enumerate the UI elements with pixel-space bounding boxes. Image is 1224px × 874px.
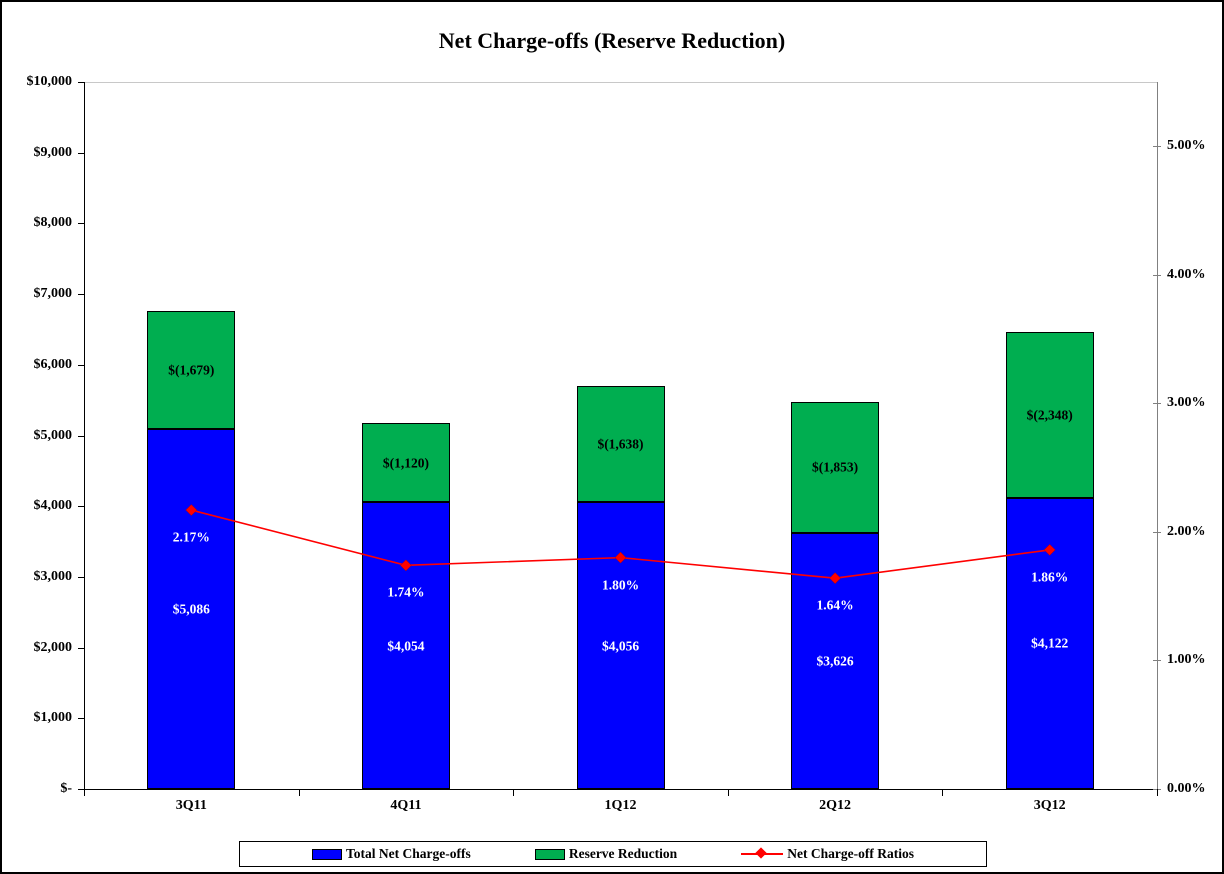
left-axis-tick — [78, 364, 85, 366]
left-axis-tick — [78, 435, 85, 437]
right-axis-tick-label: 1.00% — [1167, 652, 1206, 668]
left-axis-tick-label: $9,000 — [33, 144, 73, 160]
right-axis-tick-label: 3.00% — [1167, 395, 1206, 411]
left-axis-tick-label: $8,000 — [33, 215, 73, 231]
left-axis-tick-label: $2,000 — [33, 639, 73, 655]
left-axis-tick — [78, 576, 85, 578]
right-axis-tick-label: 2.00% — [1167, 523, 1206, 539]
bar-value-label-total-net-charge-offs: $5,086 — [172, 601, 210, 617]
legend-item-net-charge-off-ratios: Net Charge-off Ratios — [741, 846, 914, 862]
left-axis-tick-label: $1,000 — [33, 710, 73, 726]
left-axis-tick — [78, 647, 85, 649]
left-axis-tick-label: $6,000 — [33, 356, 73, 372]
x-axis-tick — [942, 789, 944, 796]
left-axis-tick-label: $4,000 — [33, 498, 73, 514]
left-axis-tick-label: $3,000 — [33, 568, 73, 584]
bar-segment-reserve-reduction-4Q11 — [361, 423, 450, 503]
left-axis-tick-label: $5,000 — [33, 427, 73, 443]
category-label-1Q12: 1Q12 — [604, 798, 637, 813]
bar-value-label-reserve-reduction: $(1,679) — [168, 362, 215, 378]
right-axis-tick — [1153, 531, 1161, 533]
right-axis-tick-label: 4.00% — [1167, 266, 1206, 282]
category-label-3Q11: 3Q11 — [175, 798, 207, 813]
bar-segment-total-net-charge-offs-3Q11 — [147, 429, 236, 789]
chart-title: Net Charge-offs (Reserve Reduction) — [438, 28, 786, 53]
bar-segment-reserve-reduction-3Q11 — [147, 310, 236, 430]
x-axis-tick — [84, 789, 85, 796]
legend-item-total-net-charge-offs: Total Net Charge-offs — [312, 846, 471, 862]
ratio-value-label: 1.64% — [816, 597, 854, 613]
blue-bar-swatch-icon — [312, 848, 343, 860]
left-axis-tick-label: $7,000 — [33, 286, 73, 302]
ratio-value-label: 1.80% — [601, 577, 640, 593]
legend: Total Net Charge-offs Reserve Reduction … — [239, 841, 987, 867]
right-axis-line — [1157, 82, 1158, 789]
bar-value-label-reserve-reduction: $(1,638) — [597, 436, 644, 452]
left-axis-tick-label: $10,000 — [26, 74, 73, 89]
legend-label: Total Net Charge-offs — [346, 846, 471, 861]
left-axis-tick — [78, 789, 85, 790]
bar-segment-reserve-reduction-1Q12 — [576, 386, 665, 503]
legend-label: Net Charge-off Ratios — [787, 846, 914, 861]
bar-value-label-total-net-charge-offs: $4,056 — [601, 638, 640, 654]
left-axis-tick — [78, 294, 85, 296]
ratio-value-label: 2.17% — [172, 529, 210, 545]
legend-item-reserve-reduction: Reserve Reduction — [534, 846, 678, 862]
x-axis-tick — [513, 789, 515, 796]
right-axis-tick-label: 5.00% — [1167, 138, 1206, 154]
bar-segment-reserve-reduction-3Q12 — [1005, 331, 1094, 498]
bar-value-label-total-net-charge-offs: $4,054 — [387, 638, 425, 654]
top-gridline — [84, 82, 1157, 83]
left-axis-tick — [78, 152, 85, 154]
x-axis-tick — [298, 789, 300, 796]
green-bar-swatch-icon — [534, 848, 565, 860]
x-axis-tick — [1157, 789, 1158, 796]
ratio-value-label: 1.74% — [387, 584, 425, 600]
diamond-marker-icon — [755, 847, 767, 859]
left-axis-tick — [78, 223, 85, 225]
right-axis-tick — [1153, 403, 1161, 405]
ratio-value-label: 1.86% — [1031, 569, 1069, 585]
left-axis-tick — [78, 718, 85, 720]
legend-label: Reserve Reduction — [568, 846, 678, 861]
bar-value-label-reserve-reduction: $(2,348) — [1026, 407, 1073, 423]
right-axis-tick — [1153, 274, 1161, 276]
left-axis-tick-label: $- — [60, 781, 72, 796]
left-axis-tick — [78, 506, 85, 508]
category-label-2Q12: 2Q12 — [819, 798, 852, 813]
right-axis-tick — [1153, 660, 1161, 662]
bar-value-label-reserve-reduction: $(1,853) — [812, 459, 859, 475]
category-label-4Q11: 4Q11 — [390, 798, 422, 813]
bar-value-label-total-net-charge-offs: $3,626 — [816, 653, 854, 669]
right-axis-tick — [1153, 146, 1161, 148]
bar-value-label-reserve-reduction: $(1,120) — [382, 455, 429, 471]
category-label-3Q12: 3Q12 — [1033, 798, 1066, 813]
bar-value-label-total-net-charge-offs: $4,122 — [1031, 635, 1069, 651]
red-line-diamond-swatch-icon — [741, 847, 784, 859]
x-axis-tick — [727, 789, 729, 796]
right-axis-tick-label: 0.00% — [1167, 781, 1206, 796]
x-axis-line — [84, 789, 1158, 790]
left-axis-tick — [78, 82, 85, 83]
